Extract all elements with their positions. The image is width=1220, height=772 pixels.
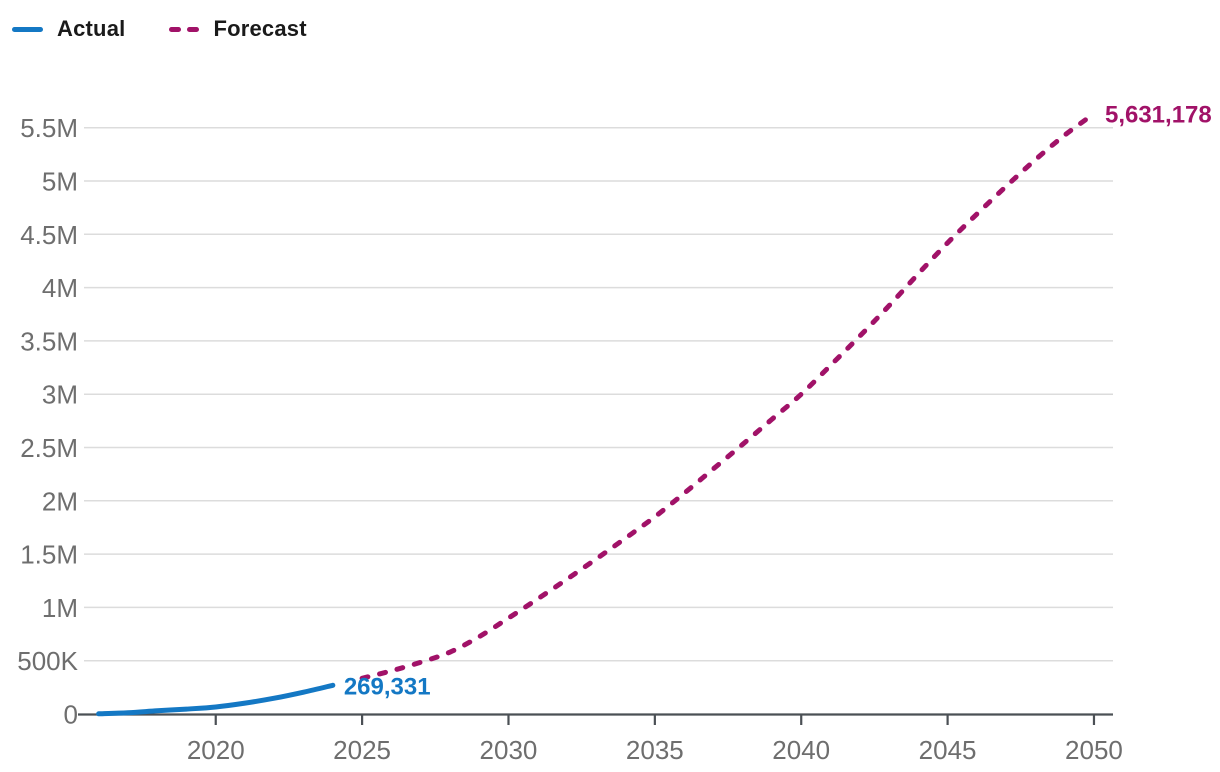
y-axis-tick-label: 1.5M — [20, 540, 78, 570]
legend-label-forecast: Forecast — [213, 16, 307, 41]
x-axis-tick-label: 2020 — [187, 735, 245, 765]
legend-item-actual[interactable]: Actual — [12, 16, 125, 42]
series-end-value-label-forecast: 5,631,178 — [1105, 102, 1212, 129]
y-axis-tick-label: 3.5M — [20, 326, 78, 356]
actual-line-swatch-icon — [12, 26, 43, 32]
y-axis-tick-label: 5.5M — [20, 113, 78, 143]
x-axis-tick-label: 2045 — [919, 735, 977, 765]
y-axis-tick-label: 0 — [64, 700, 78, 730]
y-axis-tick-label: 1M — [42, 593, 78, 623]
y-axis-tick-label: 5M — [42, 167, 78, 197]
legend-label-actual: Actual — [57, 16, 126, 41]
x-axis-tick-label: 2025 — [333, 735, 391, 765]
series-end-value-label-actual: 269,331 — [344, 673, 431, 700]
y-axis-tick-label: 2.5M — [20, 433, 78, 463]
y-axis-tick-label: 2M — [42, 486, 78, 516]
series-line-forecast — [359, 111, 1097, 681]
forecast-dashed-swatch-icon — [169, 26, 200, 32]
x-axis-tick-label: 2040 — [772, 735, 830, 765]
chart-legend: Actual Forecast — [12, 16, 307, 42]
legend-item-forecast[interactable]: Forecast — [169, 16, 307, 42]
x-axis-tick-label: 2030 — [480, 735, 538, 765]
x-axis-tick-label: 2035 — [626, 735, 684, 765]
y-axis-tick-label: 500K — [17, 646, 78, 676]
y-axis-tick-label: 3M — [42, 380, 78, 410]
x-axis-tick-label: 2050 — [1065, 735, 1123, 765]
series-line-actual — [96, 682, 336, 717]
y-axis-tick-label: 4.5M — [20, 220, 78, 250]
y-axis-tick-label: 4M — [42, 273, 78, 303]
